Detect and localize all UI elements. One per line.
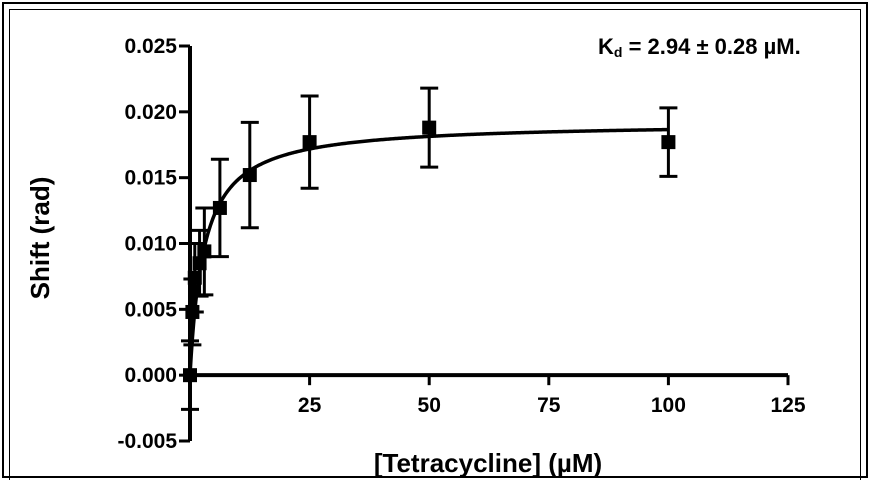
x-tick-label: 50: [418, 394, 441, 417]
kd-symbol: K: [598, 34, 614, 59]
data-point: [242, 168, 257, 183]
data-point: [302, 135, 317, 150]
kd-subscript: d: [613, 44, 623, 60]
y-axis-title: Shift (rad): [25, 177, 55, 300]
y-tick-label: 0.000: [124, 364, 177, 387]
x-tick-label: 125: [770, 394, 805, 417]
x-tick-label: 75: [537, 394, 561, 417]
data-point: [422, 120, 437, 135]
inner-border: [9, 9, 861, 480]
y-tick-label: 0.010: [124, 233, 177, 256]
kd-annotation: Kd = 2.94 ± 0.28 µM.: [598, 34, 801, 60]
y-tick-label: 0.005: [124, 298, 177, 321]
y-tick-label: 0.020: [124, 101, 177, 124]
data-point: [212, 200, 227, 215]
x-tick-label: 25: [298, 394, 322, 417]
data-point: [197, 244, 212, 259]
data-point: [183, 368, 197, 383]
x-tick-label: 100: [651, 394, 686, 417]
data-point: [661, 135, 676, 150]
y-tick-label: -0.005: [117, 430, 177, 453]
y-tick-label: 0.015: [124, 167, 177, 190]
y-tick-label: 0.025: [124, 35, 177, 58]
x-axis-title: [Tetracycline] (µM): [374, 448, 602, 478]
kd-value: = 2.94 ± 0.28 µM.: [622, 34, 801, 59]
